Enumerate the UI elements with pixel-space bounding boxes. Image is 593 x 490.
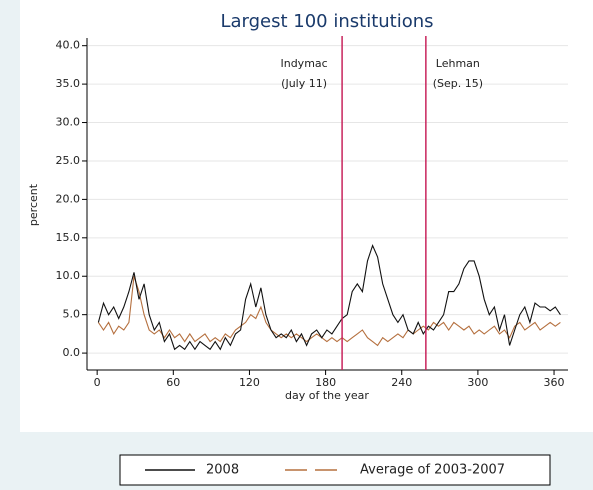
x-tick-label: 180	[315, 376, 336, 389]
series-line	[97, 243, 561, 351]
series-line	[97, 276, 561, 347]
x-tick-label: 0	[94, 376, 101, 389]
x-tick-label: 360	[544, 376, 565, 389]
x-tick-label: 120	[239, 376, 260, 389]
y-tick-label: 0.0	[63, 346, 81, 359]
y-axis-label: percent	[27, 183, 40, 226]
legend-label: 2008	[206, 463, 239, 478]
chart-title: Largest 100 institutions	[220, 11, 433, 32]
x-tick-label: 300	[467, 376, 488, 389]
y-tick-label: 35.0	[56, 77, 81, 90]
y-tick-label: 15.0	[56, 231, 81, 244]
y-tick-label: 40.0	[56, 39, 81, 52]
x-axis-label: day of the year	[285, 389, 369, 402]
event-sublabel: (July 11)	[281, 77, 327, 90]
y-tick-label: 25.0	[56, 154, 81, 167]
legend-label: Average of 2003-2007	[360, 463, 505, 478]
event-label: Lehman	[436, 57, 480, 70]
y-tick-label: 10.0	[56, 269, 81, 282]
x-tick-label: 240	[391, 376, 412, 389]
plot-background	[20, 0, 593, 432]
y-tick-label: 5.0	[63, 308, 81, 321]
event-sublabel: (Sep. 15)	[433, 77, 483, 90]
event-label: Indymac	[280, 57, 327, 70]
y-tick-label: 30.0	[56, 116, 81, 129]
x-tick-label: 60	[166, 376, 180, 389]
y-tick-label: 20.0	[56, 192, 81, 205]
